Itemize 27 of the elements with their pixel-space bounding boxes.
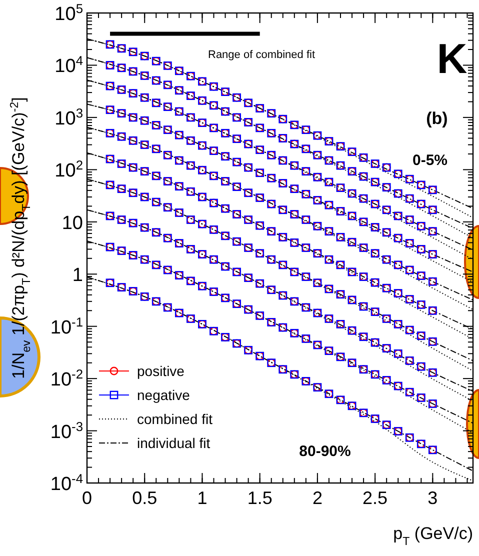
y-tick-label: 10$^{-1}$ [50,314,83,338]
x-tick-label: 3 [428,488,438,508]
x-tick-label: 1.5 [247,488,272,508]
y-tick-label: 10$^{-3}$ [50,418,83,443]
y-tick-label: 10$^{4}$ [54,52,83,78]
x-tick-label: 1 [197,488,208,508]
x-tick-label: 0.5 [132,488,158,508]
x-tick-label: 2 [312,488,322,508]
x-axis-title: p$_{T}$ (GeV/c) [393,524,473,548]
legend-label: combined fit [137,411,213,427]
x-tick-label: 2.5 [362,488,388,508]
y-tick-label: 10$^{3}$ [54,104,83,130]
annotation: 80-90% [299,443,351,460]
y-tick-label: 10$^{-2}$ [50,366,83,391]
annotation: Range of combined fit [208,49,316,61]
annotation: K [436,35,468,82]
annotation: (b) [426,109,448,128]
legend-label: positive [137,363,185,379]
y-tick-label: 10$^{-4}$ [50,470,83,495]
legend-label: negative [137,387,190,403]
y-tick-label: 10 [62,212,83,234]
annotation: 0-5% [412,152,448,169]
y-tick-label: 10$^{5}$ [54,0,83,25]
y-tick-label: 1 [72,265,83,286]
x-tick-label: 0 [82,488,92,508]
y-tick-label: 10$^{2}$ [54,157,83,182]
legend-label: individual fit [137,435,210,451]
